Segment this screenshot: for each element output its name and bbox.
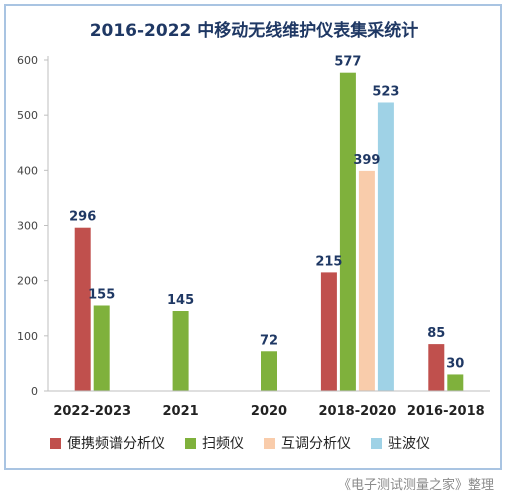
bar-value-label: 215	[315, 254, 342, 269]
bar	[339, 72, 356, 392]
bar	[377, 102, 394, 391]
x-tick-label: 2020	[251, 404, 287, 419]
legend-item: 互调分析仪	[264, 433, 351, 453]
legend-item: 驻波仪	[371, 433, 430, 453]
bar	[93, 305, 110, 391]
y-tick-label: 600	[17, 54, 38, 67]
x-tick-label: 2016-2018	[407, 404, 485, 419]
credit-text: 《电子测试测量之家》整理	[337, 478, 494, 493]
bar-value-label: 85	[427, 326, 445, 341]
bar	[261, 351, 277, 391]
bar-value-label: 296	[69, 210, 96, 225]
bar	[74, 227, 91, 391]
x-tick-label: 2022-2023	[53, 404, 131, 419]
legend-label: 驻波仪	[388, 436, 430, 452]
bar-value-label: 577	[334, 55, 361, 70]
legend-swatch	[264, 437, 275, 449]
y-tick-label: 500	[17, 109, 38, 122]
x-tick-label: 2018-2020	[319, 404, 397, 419]
bar	[428, 344, 445, 391]
x-tick-label: 2021	[163, 404, 199, 419]
y-tick-label: 200	[17, 275, 38, 288]
bar-value-label: 72	[260, 333, 278, 348]
y-tick-label: 100	[17, 330, 38, 343]
bar-value-label: 145	[167, 293, 194, 308]
legend-label: 便携频谱分析仪	[67, 436, 165, 452]
y-axis: 0 100 200 300 400 500 600	[17, 54, 49, 398]
legend-swatch	[50, 437, 61, 449]
bars	[74, 72, 464, 392]
bar-value-label: 523	[372, 84, 399, 99]
bar-value-label: 30	[446, 356, 464, 371]
y-tick-label: 300	[17, 220, 38, 233]
bar	[172, 311, 189, 391]
legend: 便携频谱分析仪 扫频仪 互调分析仪 驻波仪	[50, 433, 430, 453]
legend-label: 互调分析仪	[281, 436, 351, 452]
legend-item: 便携频谱分析仪	[50, 433, 165, 453]
bar	[447, 374, 464, 391]
bar	[320, 272, 337, 391]
legend-swatch	[371, 437, 382, 449]
y-tick-label: 0	[31, 385, 38, 398]
bar-value-label: 399	[353, 153, 380, 168]
y-tick-label: 400	[17, 164, 38, 177]
legend-swatch	[185, 437, 196, 449]
chart-title: 2016-2022 中移动无线维护仪表集采统计	[90, 20, 419, 41]
x-axis: 2022-2023 2021 2020 2018-2020 2016-2018	[48, 390, 490, 419]
legend-label: 扫频仪	[202, 436, 244, 452]
bar	[358, 170, 375, 391]
bar-value-label: 155	[88, 287, 115, 302]
legend-item: 扫频仪	[185, 433, 244, 453]
